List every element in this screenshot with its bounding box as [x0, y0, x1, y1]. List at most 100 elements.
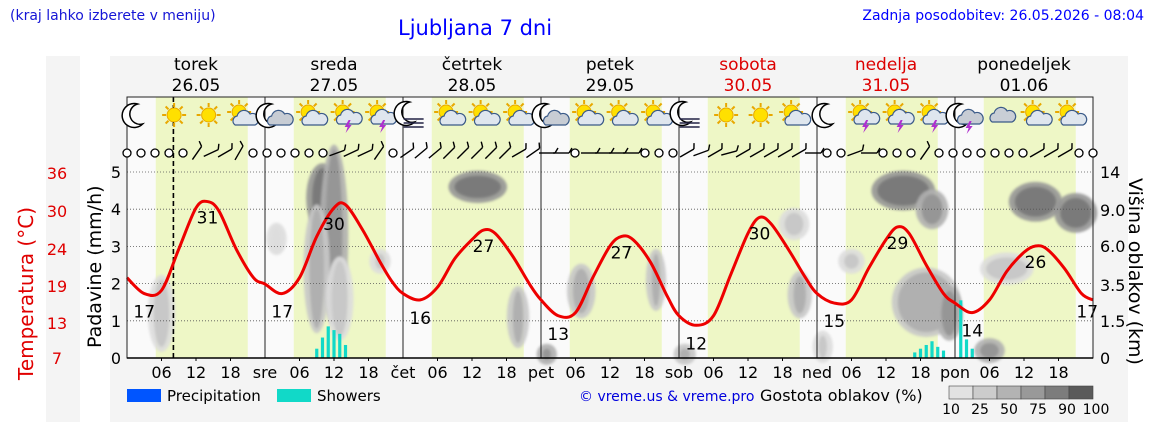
- cloud-density-value: 100: [1083, 402, 1110, 418]
- weather-icon-sun-storm: [882, 100, 915, 133]
- moon-icon: [255, 102, 280, 129]
- cloud-blob-17: [877, 175, 930, 206]
- wind-barb-icon: [553, 147, 573, 154]
- sun-ray-icon: [643, 102, 649, 108]
- wind-shaft: [777, 148, 793, 158]
- weather-icon-sun-cloud: [227, 100, 260, 126]
- day-abbrev-3: pet: [528, 363, 554, 382]
- cloud-icon: [439, 109, 467, 126]
- temperature-label: 17: [133, 303, 155, 323]
- day-date-2: 28.05: [448, 76, 497, 96]
- calm-wind-icon: [878, 148, 888, 158]
- hour-tick: 06: [289, 363, 309, 382]
- hour-tick: 12: [738, 363, 758, 382]
- wind-barb-icon: [234, 140, 244, 161]
- shower-bar: [941, 350, 946, 358]
- weather-icon-sun-cloud: [572, 100, 605, 126]
- wind-barb: [707, 144, 711, 151]
- temperature-tick: 7: [52, 349, 62, 368]
- wind-barb-icon: [343, 143, 360, 158]
- calm-wind-icon: [1074, 148, 1084, 158]
- cloud-height-tick: 14: [1100, 163, 1120, 182]
- cloud-density-legend-title: Gostota oblakov (%): [760, 386, 923, 405]
- wind-barb-icon: [1057, 143, 1073, 158]
- cloud-density-value: 50: [1000, 402, 1018, 418]
- wind-barb: [820, 147, 825, 154]
- precipitation-tick: 0: [111, 349, 121, 368]
- wind-barb: [777, 143, 779, 150]
- wind-barb: [439, 141, 442, 148]
- wind-barb: [736, 145, 740, 152]
- cloud-density-swatch: [972, 385, 998, 400]
- wind-barb: [610, 147, 615, 154]
- calm-wind-icon: [304, 148, 314, 158]
- cloud-blob-4: [331, 261, 348, 336]
- cloud-blob-16: [844, 253, 859, 269]
- weather-icon-sun-cloud: [1055, 100, 1088, 126]
- temperature-label: 30: [749, 224, 771, 244]
- hour-tick: 06: [979, 363, 999, 382]
- hour-tick: 18: [220, 363, 240, 382]
- sun-ray-icon: [229, 102, 235, 108]
- lightning-icon: [344, 120, 352, 133]
- wind-barb: [805, 143, 807, 150]
- day-name-1: sreda: [310, 55, 357, 75]
- sun-ray-icon: [1023, 102, 1028, 108]
- cloud-blob-7: [454, 175, 502, 199]
- cloud-height-tick: 6.0: [1100, 237, 1125, 256]
- wind-barb-icon: [919, 140, 931, 160]
- wind-barb: [624, 147, 629, 154]
- sun-ray-icon: [382, 102, 387, 108]
- calm-wind-icon: [136, 148, 146, 158]
- sun-ray-icon: [1037, 102, 1042, 108]
- temperature-label: 27: [611, 243, 633, 263]
- hour-tick: 18: [634, 363, 654, 382]
- wind-barb: [231, 143, 233, 150]
- sun-ray-icon: [919, 102, 925, 108]
- sun-ray-icon: [213, 119, 218, 125]
- temperature-tick: 30: [47, 202, 67, 221]
- cloud-blob-9: [542, 348, 551, 360]
- cloud-icon: [473, 109, 501, 126]
- day-name-5: nedelja: [855, 55, 917, 75]
- wind-shaft: [707, 148, 723, 158]
- sun-ray-icon: [471, 102, 476, 108]
- calm-wind-icon: [150, 148, 160, 158]
- calm-wind-icon: [948, 148, 958, 158]
- wind-barb: [343, 144, 347, 151]
- sun-ray-icon: [574, 102, 580, 108]
- sun-icon: [753, 107, 769, 123]
- temperature-label: 17: [271, 303, 293, 323]
- wind-shaft: [791, 148, 807, 158]
- wind-barb-icon: [470, 141, 484, 160]
- day-abbrev-6: pon: [940, 363, 970, 382]
- day-band-3: [569, 97, 662, 358]
- precipitation-axis-title: Padavine (mm/h): [84, 185, 106, 348]
- sun-ray-icon: [765, 105, 770, 111]
- cloud-blob-24: [980, 343, 999, 358]
- cloud-icon: [577, 109, 605, 126]
- wind-shaft: [498, 146, 512, 160]
- weather-icon-sun: [196, 103, 221, 127]
- cloud-icon: [611, 109, 639, 126]
- wind-shaft: [428, 147, 442, 159]
- wind-barb-icon: [679, 143, 695, 158]
- precipitation-tick: 1: [111, 312, 121, 331]
- sun-ray-icon: [199, 105, 204, 111]
- location-hint[interactable]: (kraj lahko izberete v meniju): [10, 8, 216, 24]
- wind-barb-icon: [749, 143, 765, 158]
- calm-wind-icon: [164, 148, 174, 158]
- cloud-density-value: 90: [1058, 402, 1076, 418]
- weather-icon-sun-storm: [848, 100, 881, 133]
- calm-wind-icon: [248, 148, 258, 158]
- wind-barb-icon: [498, 141, 512, 160]
- wind-barb: [466, 141, 470, 148]
- wind-barb: [763, 143, 765, 150]
- precipitation-tick: 5: [111, 163, 121, 182]
- wind-shaft: [484, 146, 498, 160]
- wind-barb-icon: [442, 141, 456, 160]
- day-abbrev-1: sre: [253, 363, 277, 382]
- wind-shaft: [234, 145, 244, 161]
- temperature-label: 31: [197, 209, 219, 229]
- wind-barb-icon: [191, 140, 203, 160]
